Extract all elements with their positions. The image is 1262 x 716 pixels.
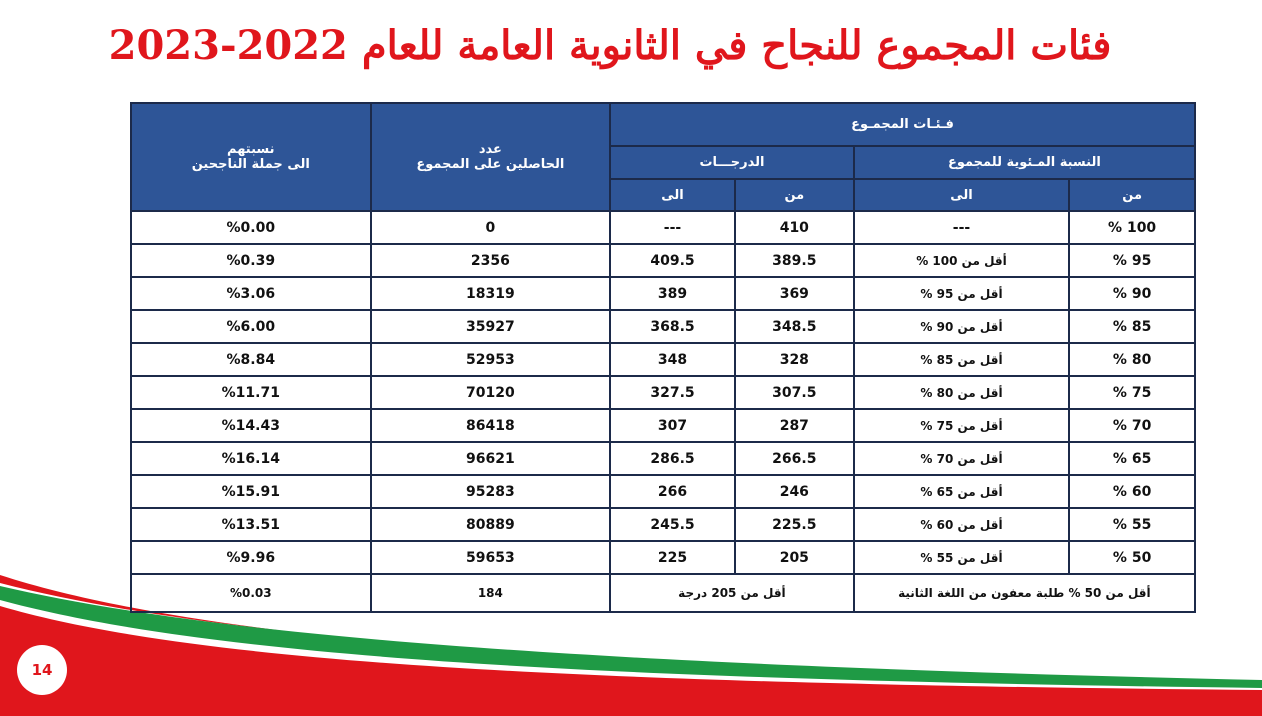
group-header: فـئـات المجمـوع bbox=[609, 102, 1196, 147]
cell: 410 bbox=[733, 210, 855, 245]
sub-header: من bbox=[733, 178, 855, 212]
cell: 96621 bbox=[369, 441, 612, 476]
cell: 95 % bbox=[1068, 243, 1196, 278]
cell: 389 bbox=[609, 276, 736, 311]
row: 85 % أقل من 90 % 348.5 368.5 35927 %6.00 bbox=[130, 309, 1196, 344]
cell: 368.5 bbox=[609, 309, 736, 344]
cell: 369 bbox=[733, 276, 855, 311]
cell: 80 % bbox=[1068, 342, 1196, 377]
sub-header: الى bbox=[609, 178, 736, 212]
row: 65 % أقل من 70 % 266.5 286.5 96621 %16.14 bbox=[130, 441, 1196, 476]
row: 50 % أقل من 55 % 205 225 59653 %9.96 bbox=[130, 540, 1196, 575]
cell: 409.5 bbox=[609, 243, 736, 278]
cell: 85 % bbox=[1068, 309, 1196, 344]
cell: أقل من 95 % bbox=[852, 276, 1071, 311]
cell: 184 bbox=[369, 573, 612, 613]
cell: أقل من 55 % bbox=[852, 540, 1071, 575]
row: 95 % أقل من 100 % 389.5 409.5 2356 %0.39 bbox=[130, 243, 1196, 278]
cell: 286.5 bbox=[609, 441, 736, 476]
cell: 70120 bbox=[369, 375, 612, 410]
sub-header: من bbox=[1068, 178, 1196, 212]
count-header: عدد الحاصلين على المجموع bbox=[369, 102, 612, 212]
title: فئات المجموع للنجاح في الثانوية العامة ل… bbox=[108, 22, 1112, 69]
cell: 35927 bbox=[369, 309, 612, 344]
cell: 225 bbox=[609, 540, 736, 575]
cell: 86418 bbox=[369, 408, 612, 443]
cell: أقل من 85 % bbox=[852, 342, 1071, 377]
row: 55 % أقل من 60 % 225.5 245.5 80889 %13.51 bbox=[130, 507, 1196, 542]
cell: %0.39 bbox=[130, 243, 372, 278]
cell: %3.06 bbox=[130, 276, 372, 311]
cell: --- bbox=[852, 210, 1071, 245]
cell: 225.5 bbox=[733, 507, 855, 542]
cell: 75 % bbox=[1068, 375, 1196, 410]
cell: %0.00 bbox=[130, 210, 372, 245]
cell: أقل من 60 % bbox=[852, 507, 1071, 542]
cell: 327.5 bbox=[609, 375, 736, 410]
cell: 60 % bbox=[1068, 474, 1196, 509]
page-number: 14 bbox=[17, 645, 67, 695]
cell: 2356 bbox=[369, 243, 612, 278]
row: 75 % أقل من 80 % 307.5 327.5 70120 %11.71 bbox=[130, 375, 1196, 410]
cell: 100 % bbox=[1068, 210, 1196, 245]
cell: 55 % bbox=[1068, 507, 1196, 542]
cell: 348 bbox=[609, 342, 736, 377]
cell: أقل من 70 % bbox=[852, 441, 1071, 476]
ratio-header: نسبتهم الى جملة الناجحين bbox=[130, 102, 372, 212]
cell: 18319 bbox=[369, 276, 612, 311]
cell: 287 bbox=[733, 408, 855, 443]
cell: %13.51 bbox=[130, 507, 372, 542]
cell: %15.91 bbox=[130, 474, 372, 509]
cell: 65 % bbox=[1068, 441, 1196, 476]
row: 80 % أقل من 85 % 328 348 52953 %8.84 bbox=[130, 342, 1196, 377]
cell: 246 bbox=[733, 474, 855, 509]
cell: 205 bbox=[733, 540, 855, 575]
cell: 328 bbox=[733, 342, 855, 377]
cell: 80889 bbox=[369, 507, 612, 542]
row: 90 % أقل من 95 % 369 389 18319 %3.06 bbox=[130, 276, 1196, 311]
row: 70 % أقل من 75 % 287 307 86418 %14.43 bbox=[130, 408, 1196, 443]
row: 100 % --- 410 --- 0 %0.00 bbox=[130, 210, 1196, 245]
row: 60 % أقل من 65 % 246 266 95283 %15.91 bbox=[130, 474, 1196, 509]
cell: %16.14 bbox=[130, 441, 372, 476]
cell: أقل من 90 % bbox=[852, 309, 1071, 344]
cell: 266 bbox=[609, 474, 736, 509]
cell: 307 bbox=[609, 408, 736, 443]
cell: أقل من 50 % طلبة معفون من اللغة الثانية bbox=[852, 573, 1197, 613]
cell: 389.5 bbox=[733, 243, 855, 278]
cell: %8.84 bbox=[130, 342, 372, 377]
cell: أقل من 100 % bbox=[852, 243, 1071, 278]
percent-header: النسبة المـئوية للمجموع bbox=[852, 145, 1197, 180]
cell: --- bbox=[609, 210, 736, 245]
cell: أقل من 80 % bbox=[852, 375, 1071, 410]
cell: %6.00 bbox=[130, 309, 372, 344]
cell: 348.5 bbox=[733, 309, 855, 344]
cell: 52953 bbox=[369, 342, 612, 377]
cell: 59653 bbox=[369, 540, 612, 575]
cell: 245.5 bbox=[609, 507, 736, 542]
sub-header: الى bbox=[852, 178, 1071, 212]
table: فـئـات المجمـوع عدد الحاصلين على المجموع… bbox=[130, 102, 1197, 613]
cell: 70 % bbox=[1068, 408, 1196, 443]
green-band bbox=[0, 586, 1262, 688]
cell: %14.43 bbox=[130, 408, 372, 443]
cell: أقل من 205 درجة bbox=[609, 573, 855, 613]
cell: أقل من 65 % bbox=[852, 474, 1071, 509]
cell: 266.5 bbox=[733, 441, 855, 476]
cell: 95283 bbox=[369, 474, 612, 509]
grades-header: الدرجـــات bbox=[609, 145, 855, 180]
row: أقل من 50 % طلبة معفون من اللغة الثانية أ… bbox=[130, 573, 1197, 613]
cell: 0 bbox=[369, 210, 612, 245]
cell: 50 % bbox=[1068, 540, 1196, 575]
cell: 90 % bbox=[1068, 276, 1196, 311]
cell: %9.96 bbox=[130, 540, 372, 575]
cell: %11.71 bbox=[130, 375, 372, 410]
cell: %0.03 bbox=[130, 573, 372, 613]
cell: 307.5 bbox=[733, 375, 855, 410]
cell: أقل من 75 % bbox=[852, 408, 1071, 443]
